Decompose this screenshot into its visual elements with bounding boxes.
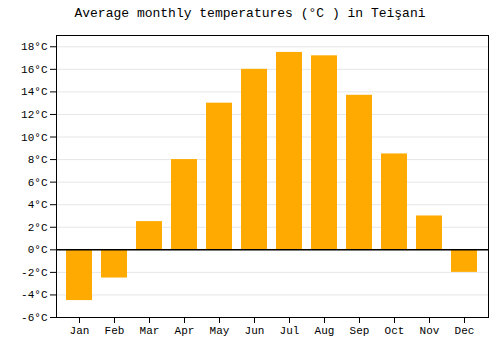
svg-text:6°C: 6°C (28, 177, 48, 189)
svg-text:Mar: Mar (140, 325, 160, 337)
svg-text:Sep: Sep (350, 325, 370, 337)
svg-text:8°C: 8°C (28, 154, 48, 166)
svg-text:Jun: Jun (245, 325, 265, 337)
svg-text:4°C: 4°C (28, 199, 48, 211)
svg-text:Dec: Dec (455, 325, 475, 337)
svg-text:10°C: 10°C (21, 132, 48, 144)
html-text:Average monthly temperatures (: Average monthly temperatures (°C ) in Te… (74, 6, 426, 21)
svg-text:14°C: 14°C (21, 86, 48, 98)
svg-text:May: May (210, 325, 230, 337)
svg-text:Feb: Feb (105, 325, 125, 337)
svg-text:-6°C: -6°C (21, 312, 48, 324)
svg-text:12°C: 12°C (21, 109, 48, 121)
svg-text:16°C: 16°C (21, 64, 48, 76)
svg-text:18°C: 18°C (21, 41, 48, 53)
svg-text:Jan: Jan (70, 325, 90, 337)
svg-text:Aug: Aug (315, 325, 335, 337)
svg-text:-4°C: -4°C (21, 289, 48, 301)
svg-text:0°C: 0°C (28, 244, 48, 256)
svg-text:-2°C: -2°C (21, 267, 48, 279)
svg-text:Oct: Oct (385, 325, 405, 337)
svg-text:Apr: Apr (175, 325, 195, 337)
svg-text:Jul: Jul (280, 325, 300, 337)
svg-text:2°C: 2°C (28, 222, 48, 234)
svg-text:Nov: Nov (420, 325, 440, 337)
